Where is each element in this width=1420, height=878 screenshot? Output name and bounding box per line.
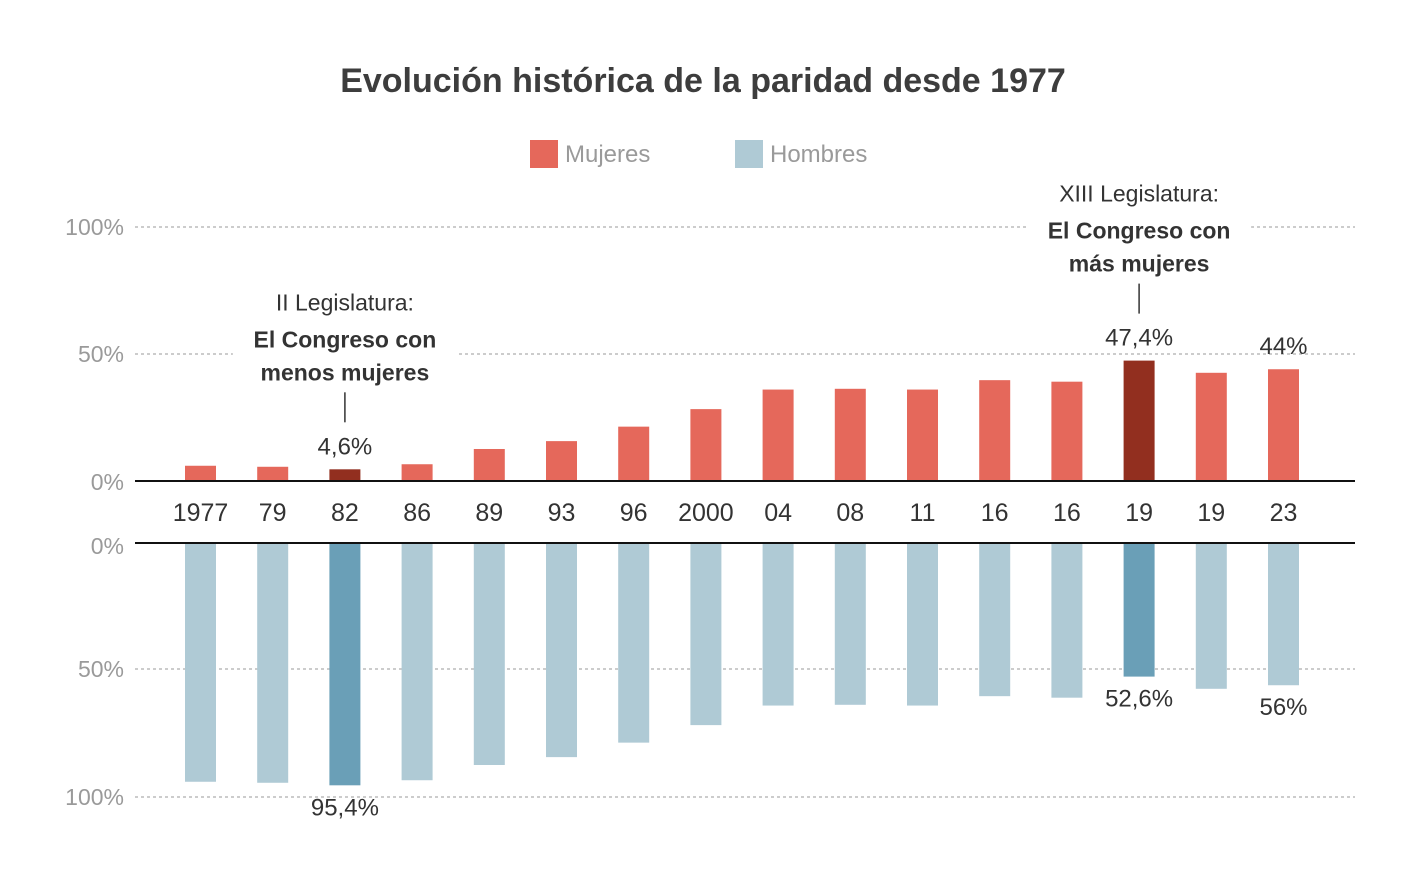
xtick-label: 2000 bbox=[678, 499, 734, 527]
bar-hombres bbox=[979, 543, 1011, 697]
data-label-hombres: 56% bbox=[1259, 694, 1307, 721]
bar-hombres bbox=[762, 543, 794, 706]
bar-mujeres bbox=[473, 448, 505, 481]
bar-mujeres bbox=[1123, 360, 1155, 481]
bar-hombres bbox=[329, 543, 361, 786]
bar-mujeres bbox=[1051, 381, 1083, 481]
bar-hombres bbox=[401, 543, 433, 781]
xtick-label: 16 bbox=[981, 499, 1009, 527]
xtick-label: 19 bbox=[1197, 499, 1225, 527]
bar-hombres bbox=[185, 543, 216, 782]
annotation-bold-line: más mujeres bbox=[1069, 251, 1210, 277]
bar-hombres bbox=[834, 543, 866, 705]
annotation-bold-line: menos mujeres bbox=[261, 359, 430, 385]
bar-mujeres bbox=[690, 409, 722, 481]
annotation-heading: XIII Legislatura: bbox=[1059, 181, 1219, 207]
xtick-label: 89 bbox=[475, 499, 503, 527]
chart-title: Evolución histórica de la paridad desde … bbox=[340, 62, 1066, 100]
bar-hombres bbox=[1123, 543, 1155, 677]
xtick-label: 11 bbox=[910, 499, 936, 527]
bar-mujeres bbox=[1195, 372, 1227, 481]
bar-mujeres bbox=[762, 389, 794, 481]
bar-mujeres bbox=[546, 441, 577, 481]
annotation-bold-line: El Congreso con bbox=[254, 326, 437, 352]
legend-label-hombres: Hombres bbox=[770, 141, 867, 168]
xtick-label: 96 bbox=[620, 499, 648, 527]
bar-hombres bbox=[257, 543, 289, 783]
bar-hombres bbox=[907, 543, 938, 706]
bar-hombres bbox=[1051, 543, 1083, 698]
bar-hombres bbox=[473, 543, 505, 765]
legend: Mujeres Hombres bbox=[530, 140, 867, 168]
ytick-top-100: 100% bbox=[65, 214, 124, 240]
xtick-label: 19 bbox=[1125, 499, 1153, 527]
data-label-hombres: 52,6% bbox=[1105, 686, 1173, 713]
data-label-hombres: 95,4% bbox=[311, 794, 379, 821]
xtick-label: 16 bbox=[1053, 499, 1081, 527]
bar-mujeres bbox=[979, 380, 1011, 481]
ytick-bottom-50: 50% bbox=[78, 656, 124, 682]
ytick-top-50: 50% bbox=[78, 341, 124, 367]
legend-swatch-mujeres bbox=[530, 140, 558, 168]
bar-mujeres bbox=[401, 464, 433, 481]
xtick-label: 08 bbox=[836, 499, 864, 527]
xtick-label: 86 bbox=[403, 499, 431, 527]
bar-hombres bbox=[690, 543, 722, 726]
bar-mujeres bbox=[834, 388, 866, 481]
bar-mujeres bbox=[257, 466, 289, 481]
legend-label-mujeres: Mujeres bbox=[565, 141, 650, 168]
annotation-background bbox=[1027, 177, 1252, 282]
bar-mujeres bbox=[329, 469, 361, 481]
bar-mujeres bbox=[1268, 369, 1299, 481]
data-label-mujeres: 4,6% bbox=[318, 433, 373, 460]
annotation-bold-line: El Congreso con bbox=[1048, 218, 1231, 244]
legend-swatch-hombres bbox=[735, 140, 763, 168]
ytick-bottom-100: 100% bbox=[65, 784, 124, 810]
bar-mujeres bbox=[907, 389, 938, 481]
xtick-label: 79 bbox=[259, 499, 287, 527]
xtick-label: 1977 bbox=[173, 499, 229, 527]
annotation-background bbox=[232, 286, 457, 391]
bar-hombres bbox=[546, 543, 577, 758]
xtick-label: 93 bbox=[548, 499, 576, 527]
bar-hombres bbox=[1268, 543, 1299, 686]
ytick-top-0: 0% bbox=[91, 469, 124, 495]
xtick-label: 82 bbox=[331, 499, 359, 527]
bar-hombres bbox=[618, 543, 650, 743]
bar-hombres bbox=[1195, 543, 1227, 689]
annotation-heading: II Legislatura: bbox=[276, 289, 414, 315]
ytick-bottom-0: 0% bbox=[91, 533, 124, 559]
xtick-label: 23 bbox=[1270, 499, 1298, 527]
bar-mujeres bbox=[185, 465, 216, 481]
bar-mujeres bbox=[618, 426, 650, 481]
chart-marks: 1977 79 82 86 89 93 96 2000 04 08 11 16 16 19 19 23 4,6%… bbox=[173, 177, 1308, 821]
data-label-mujeres: 44% bbox=[1259, 333, 1307, 360]
data-label-mujeres: 47,4% bbox=[1105, 325, 1173, 352]
xtick-label: 04 bbox=[764, 499, 792, 527]
